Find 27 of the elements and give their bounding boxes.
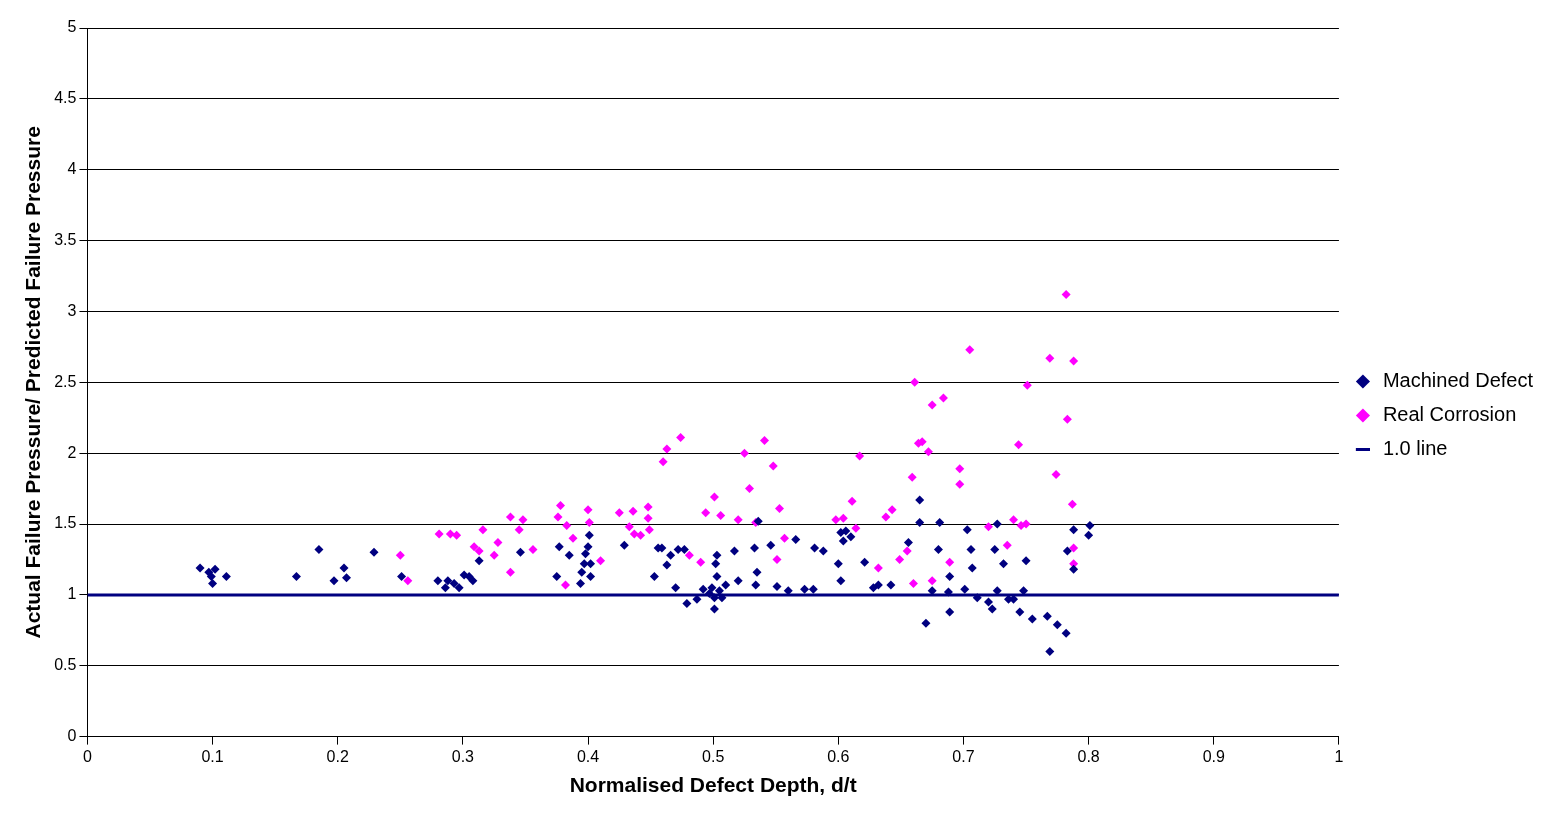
- y-tick-label: 2.5: [54, 372, 77, 390]
- x-tick-label: 0.9: [1202, 747, 1225, 765]
- y-tick-label: 2: [67, 443, 77, 461]
- y-tick-label: 5: [67, 18, 77, 36]
- x-tick-label: 0: [82, 747, 92, 765]
- x-tick-label: 0.4: [576, 747, 600, 765]
- x-tick-label: 0.8: [1077, 747, 1100, 765]
- x-tick-label: 0.7: [952, 747, 975, 765]
- y-tick-label: 0: [67, 727, 77, 745]
- y-tick-label: 3: [67, 301, 77, 319]
- x-tick-label: 0.2: [326, 747, 349, 765]
- x-tick-label: 0.3: [451, 747, 475, 765]
- y-tick-label: 3.5: [54, 230, 77, 248]
- y-tick-label: 0.5: [54, 656, 77, 674]
- y-tick-label: 1: [67, 585, 77, 603]
- x-tick-label: 1: [1334, 747, 1344, 765]
- x-tick-label: 0.1: [201, 747, 224, 765]
- x-axis-title: Normalised Defect Depth, d/t: [569, 773, 857, 797]
- y-axis-title: Actual Failure Pressure/ Predicted Failure Pressure: [21, 126, 45, 639]
- legend-label: Real Corrosion: [1382, 403, 1517, 426]
- y-tick-label: 4: [67, 160, 77, 178]
- y-tick-label: 1.5: [54, 514, 77, 532]
- legend-label: 1.0 line: [1382, 437, 1448, 460]
- x-tick-label: 0.5: [702, 747, 725, 765]
- legend-label: Machined Defect: [1382, 369, 1534, 392]
- y-tick-label: 4.5: [54, 89, 77, 107]
- x-tick-label: 0.6: [827, 747, 850, 765]
